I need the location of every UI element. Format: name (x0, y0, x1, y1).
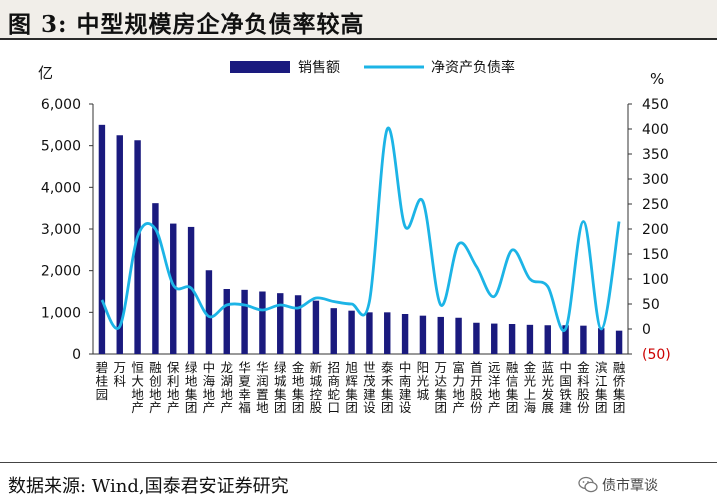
x-tick-label: 融创地产 (149, 360, 162, 415)
bar-sales (170, 223, 177, 354)
source-note: 数据来源: Wind,国泰君安证券研究 (8, 476, 289, 497)
x-tick-label: 首开股份 (470, 360, 483, 415)
x-tick-label: 富力地产 (452, 360, 465, 415)
x-tick-label: 华夏幸福 (238, 360, 251, 415)
bar-sales (544, 325, 551, 354)
x-tick-label: 华润置地 (256, 360, 269, 415)
chart: 0 1,000 2,000 3,000 4,000 5,000 6,000 亿 (50) 0 50 1… (38, 59, 671, 415)
y-right-tick-label: 350 (642, 147, 669, 163)
y-left-tick-label: 6,000 (41, 97, 81, 113)
y-left-tick-label: 4,000 (41, 180, 81, 196)
series-line-net-debt-ratio (100, 126, 621, 333)
y-right-unit-label: % (650, 70, 664, 88)
bar-sales (473, 322, 480, 354)
x-tick-label: 恒大地产 (131, 360, 144, 415)
bar-sales (259, 291, 266, 354)
bar-sales (223, 289, 230, 354)
x-tick-label: 世茂建设 (363, 360, 376, 415)
y-right-tick-label: 150 (642, 247, 669, 263)
x-tick-label: 万达集团 (434, 360, 447, 415)
x-tick-label: 绿地集团 (185, 360, 198, 415)
x-tick-label: 滨江集团 (595, 360, 608, 415)
y-right-tick-label: 200 (642, 222, 669, 238)
y-left-tick-label: 0 (72, 347, 81, 363)
y-left-tick-label: 3,000 (41, 222, 81, 238)
x-tick-label: 中海地产 (203, 360, 216, 415)
chart-title: 图 3: 中型规模房企净负债率较高 (8, 11, 365, 38)
watermark: 债市覃谈 (578, 474, 710, 496)
bar-sales (455, 317, 462, 354)
x-tick-label: 融信集团 (506, 360, 519, 415)
y-right-tick-label: 450 (642, 97, 669, 113)
bar-sales (598, 328, 605, 354)
x-tick-label: 新城控股 (310, 360, 323, 415)
x-tick-label: 融侨集团 (613, 360, 626, 415)
bar-sales (437, 316, 444, 354)
x-tick-label: 金光上海 (524, 360, 537, 415)
y-left-tick-label: 1,000 (41, 305, 81, 321)
x-tick-label: 中南建设 (399, 360, 412, 415)
x-tick-label: 招商蛇口 (327, 360, 340, 415)
y-right-tick-label: 400 (642, 122, 669, 138)
bar-sales (384, 312, 391, 354)
x-tick-label: 阳光城 (417, 360, 430, 402)
y-right-tick-label: 100 (642, 272, 669, 288)
watermark-text: 债市覃谈 (602, 478, 658, 494)
bar-sales (116, 135, 123, 354)
bar-sales (615, 330, 623, 354)
y-right-tick-label: 250 (642, 197, 669, 213)
title-bar: 图 3: 中型规模房企净负债率较高 (0, 0, 717, 40)
bar-sales (526, 324, 534, 354)
x-tick-label: 中国铁建 (559, 360, 572, 415)
x-tick-label: 远洋地产 (488, 360, 501, 415)
footer-divider (0, 462, 717, 463)
y-right-tick-label: 0 (642, 322, 651, 338)
bar-sales (187, 226, 195, 354)
x-tick-label: 龙湖地产 (220, 360, 233, 415)
bar-sales (348, 310, 355, 354)
bar-sales (491, 323, 498, 354)
bar-sales (241, 289, 248, 354)
legend-label-ratio: 净资产负债率 (431, 59, 515, 76)
y-right-tick-label: (50) (642, 347, 671, 363)
bar-sales (419, 315, 427, 354)
bar-sales (312, 300, 320, 354)
x-tick-label: 旭辉集团 (345, 360, 358, 415)
y-left-tick-label: 5,000 (41, 139, 81, 155)
y-left-unit-label: 亿 (38, 64, 53, 82)
x-tick-label: 碧桂园 (96, 360, 109, 402)
x-tick-label: 金科股份 (577, 360, 590, 415)
legend-label-sales: 销售额 (298, 60, 340, 76)
bar-sales (98, 124, 106, 354)
bar-sales (330, 308, 337, 354)
bar-sales (366, 312, 373, 354)
legend-swatch-sales (230, 61, 290, 73)
bar-sales (277, 293, 284, 354)
x-tick-label: 金地集团 (292, 360, 305, 415)
bar-sales (580, 325, 587, 354)
bar-sales (562, 325, 569, 354)
y-right-tick-label: 300 (642, 172, 669, 188)
bar-sales (508, 324, 516, 354)
bar-sales (205, 270, 213, 354)
x-tick-label: 绿城集团 (274, 360, 287, 415)
wechat-icon (578, 476, 598, 493)
x-tick-label: 保利地产 (167, 360, 180, 415)
x-tick-label: 蓝光发展 (541, 360, 554, 415)
bar-sales (152, 203, 159, 354)
bar-sales (134, 140, 141, 354)
bar-sales (294, 295, 302, 354)
y-left-tick-label: 2,000 (41, 264, 81, 280)
x-tick-label: 万科 (113, 360, 126, 388)
bar-sales (401, 314, 409, 354)
y-right-tick-label: 50 (642, 297, 660, 313)
x-tick-label: 泰禾集团 (381, 360, 394, 415)
